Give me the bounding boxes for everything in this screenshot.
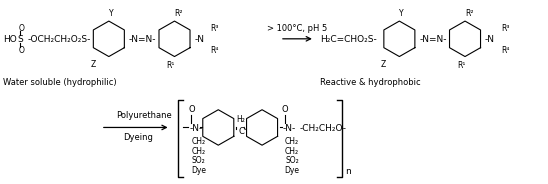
Text: Dyeing: Dyeing <box>123 133 153 142</box>
Text: R¹: R¹ <box>457 61 465 70</box>
Text: Dye: Dye <box>191 166 206 175</box>
Text: n: n <box>345 167 350 176</box>
Text: S: S <box>18 35 23 44</box>
Text: -N: -N <box>195 35 204 44</box>
Text: Z: Z <box>90 60 95 69</box>
Text: Water soluble (hydrophilic): Water soluble (hydrophilic) <box>3 78 117 87</box>
Text: Z: Z <box>381 60 386 69</box>
Text: -N-: -N- <box>283 124 296 133</box>
Text: HO: HO <box>3 35 17 44</box>
Text: SO₂: SO₂ <box>191 156 206 165</box>
Text: -CH₂CH₂O-: -CH₂CH₂O- <box>300 124 347 133</box>
Text: Reactive & hydrophobic: Reactive & hydrophobic <box>320 78 420 87</box>
Text: R³: R³ <box>210 24 219 33</box>
Text: R³: R³ <box>501 24 509 33</box>
Text: CH₂: CH₂ <box>285 137 299 146</box>
Text: O: O <box>18 46 24 55</box>
Text: -OCH₂CH₂O₂S-: -OCH₂CH₂O₂S- <box>27 35 90 44</box>
Text: CH₂: CH₂ <box>285 147 299 156</box>
Text: -N: -N <box>485 35 495 44</box>
Text: > 100°C, pH 5: > 100°C, pH 5 <box>267 24 327 33</box>
Text: H₂: H₂ <box>237 115 246 124</box>
Text: R⁴: R⁴ <box>501 46 509 55</box>
Text: -N=N-: -N=N- <box>129 35 156 44</box>
Text: -N-: -N- <box>190 124 203 133</box>
Text: Y: Y <box>399 9 404 18</box>
Text: R¹: R¹ <box>167 61 175 70</box>
Text: CH₂: CH₂ <box>191 147 206 156</box>
Text: Dye: Dye <box>284 166 299 175</box>
Text: Polyurethane: Polyurethane <box>116 111 172 120</box>
Text: CH₂: CH₂ <box>191 137 206 146</box>
Text: -N=N-: -N=N- <box>419 35 447 44</box>
Text: R²: R² <box>465 9 473 18</box>
Text: O: O <box>188 105 195 114</box>
Text: R²: R² <box>174 9 182 18</box>
Text: O: O <box>18 24 24 33</box>
Text: O: O <box>282 105 288 114</box>
Text: C: C <box>238 127 244 136</box>
Text: SO₂: SO₂ <box>285 156 299 165</box>
Text: H₂C=CHO₂S-: H₂C=CHO₂S- <box>320 35 376 44</box>
Text: R⁴: R⁴ <box>210 46 219 55</box>
Text: Y: Y <box>109 9 113 18</box>
